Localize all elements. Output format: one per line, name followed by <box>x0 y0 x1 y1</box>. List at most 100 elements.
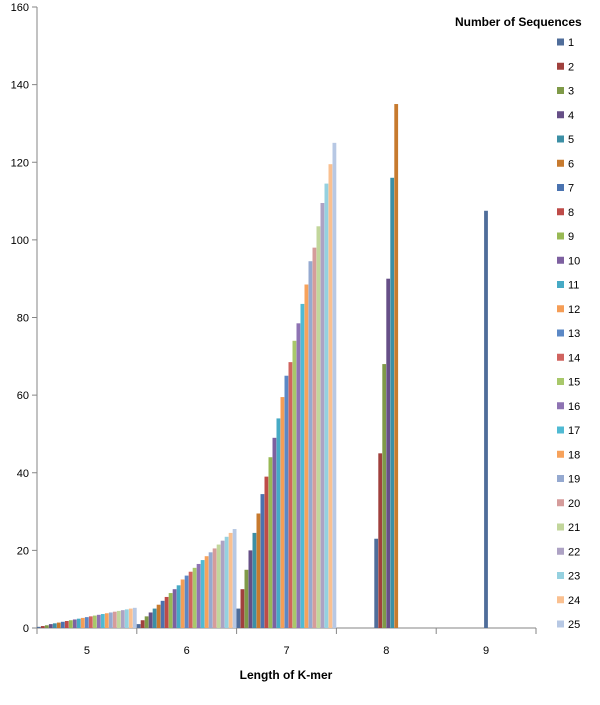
bar-7-series-15 <box>292 340 297 628</box>
legend-swatch-14 <box>557 353 564 361</box>
bar-5-series-21 <box>116 610 121 628</box>
bar-6-series-1 <box>136 624 141 628</box>
bar-5-series-7 <box>60 621 65 628</box>
bar-5-series-14 <box>88 616 93 628</box>
bar-8-series-5 <box>390 177 395 628</box>
bar-7-series-12 <box>280 397 285 628</box>
y-tick-label: 80 <box>17 313 29 325</box>
y-axis: 0 20 40 60 80 100 120 140 160 <box>11 2 38 635</box>
legend-label-8: 8 <box>568 207 574 219</box>
legend-label-24: 24 <box>568 595 580 607</box>
bar-5-series-24 <box>128 608 133 628</box>
legend-swatch-16 <box>557 402 564 410</box>
bar-5-series-3 <box>44 625 49 628</box>
bar-7-series-10 <box>272 437 277 628</box>
bar-5-series-15 <box>92 615 97 628</box>
legend-swatch-2 <box>557 62 564 70</box>
bar-7-series-24 <box>328 164 333 628</box>
legend-label-5: 5 <box>568 134 574 146</box>
bar-7-series-19 <box>308 261 313 628</box>
bar-7-series-16 <box>296 323 301 628</box>
legend-swatch-23 <box>557 572 564 579</box>
bar-5-series-5 <box>52 623 57 628</box>
bar-5-series-6 <box>56 622 61 628</box>
x-axis-title: Length of K-mer <box>240 668 333 682</box>
bar-7-series-13 <box>284 375 289 628</box>
legend-label-12: 12 <box>568 304 580 316</box>
y-tick-label: 120 <box>11 157 29 169</box>
bar-8-series-4 <box>386 278 391 628</box>
bar-6-series-21 <box>216 544 221 628</box>
bar-8-series-3 <box>382 364 387 628</box>
x-tick-label: 8 <box>383 645 389 657</box>
bar-8-series-1 <box>374 538 379 628</box>
legend-swatch-19 <box>557 475 564 482</box>
bar-5-series-16 <box>96 614 101 628</box>
bar-6-series-18 <box>204 556 209 628</box>
bar-7-series-7 <box>260 494 265 628</box>
bar-7-series-25 <box>332 142 337 628</box>
legend-label-1: 1 <box>568 37 574 49</box>
bar-6-series-17 <box>200 560 205 628</box>
bar-6-series-2 <box>140 620 145 628</box>
legend-swatch-12 <box>557 305 564 313</box>
bar-6-series-20 <box>212 548 217 628</box>
bar-5-series-19 <box>108 612 113 628</box>
y-tick-label: 60 <box>17 390 29 402</box>
bar-5-series-22 <box>120 610 125 628</box>
legend-label-11: 11 <box>568 280 579 292</box>
legend-label-10: 10 <box>568 255 580 267</box>
legend-swatch-15 <box>557 378 564 385</box>
bar-6-series-3 <box>144 616 149 628</box>
legend-label-25: 25 <box>568 619 580 631</box>
legend-swatch-8 <box>557 208 564 216</box>
bar-5-series-1 <box>36 626 41 628</box>
bar-5-series-23 <box>124 609 129 628</box>
bar-6-series-14 <box>188 571 193 628</box>
bar-7-series-4 <box>248 550 253 629</box>
bar-5-series-8 <box>64 621 69 628</box>
legend-swatch-21 <box>557 523 564 531</box>
bar-7-series-22 <box>320 203 325 628</box>
bar-6-series-19 <box>208 552 213 628</box>
legend-title: Number of Sequences <box>455 15 582 29</box>
bar-5-series-4 <box>48 624 53 628</box>
legend-swatch-7 <box>557 184 564 191</box>
bar-6-series-11 <box>176 585 181 628</box>
legend-swatch-9 <box>557 232 564 240</box>
legend-label-19: 19 <box>568 474 580 486</box>
bar-7-series-21 <box>316 226 321 629</box>
bar-5-series-10 <box>72 619 77 628</box>
bar-5-series-13 <box>84 617 89 628</box>
bar-6-series-13 <box>184 575 189 628</box>
bar-5-series-11 <box>76 618 81 628</box>
bar-5-series-9 <box>68 620 73 628</box>
legend-label-3: 3 <box>568 86 574 98</box>
legend-swatch-13 <box>557 329 564 337</box>
bar-7-series-11 <box>276 418 281 628</box>
bar-6-series-16 <box>196 563 201 628</box>
bar-5-series-2 <box>40 626 45 628</box>
legend-swatch-25 <box>557 620 564 628</box>
legend-swatch-11 <box>557 281 564 288</box>
bar-6-series-4 <box>148 612 153 628</box>
legend-swatch-6 <box>557 159 564 167</box>
legend-swatch-24 <box>557 596 564 604</box>
bar-5-series-17 <box>100 614 105 628</box>
legend-swatch-10 <box>557 256 564 264</box>
legend-label-13: 13 <box>568 328 580 340</box>
legend-label-22: 22 <box>568 546 580 558</box>
legend-swatch-18 <box>557 450 564 458</box>
bar-7-series-5 <box>252 532 257 628</box>
bar-5-series-20 <box>112 611 117 628</box>
legend-label-14: 14 <box>568 352 580 364</box>
x-tick-label: 6 <box>184 645 190 657</box>
x-axis: 5 6 7 8 9 <box>36 627 537 657</box>
y-tick-label: 20 <box>17 545 29 557</box>
bar-6-series-25 <box>232 529 237 628</box>
bar-5-series-18 <box>104 613 109 628</box>
bar-7-series-14 <box>288 362 293 628</box>
legend-label-4: 4 <box>568 110 574 122</box>
bar-7-series-23 <box>324 183 329 628</box>
